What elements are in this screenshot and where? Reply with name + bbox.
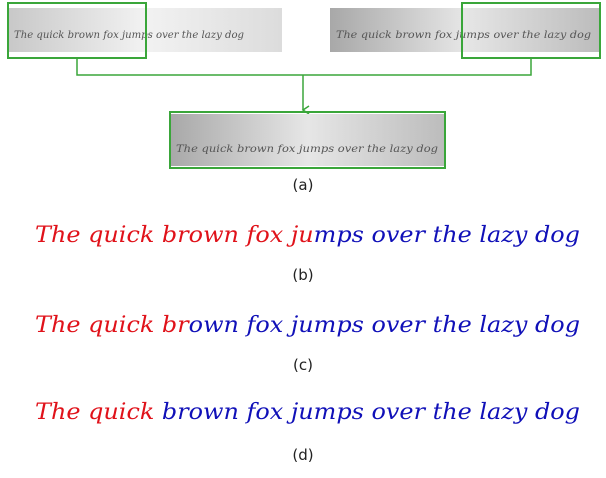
panel-label: (c)	[293, 356, 313, 374]
figure: The quick brown fox jumps over the lazy …	[0, 0, 606, 478]
merged-strip	[170, 114, 445, 166]
panel-label: (d)	[292, 446, 313, 464]
red-segment: The quick br	[35, 313, 190, 338]
right-strip-text: The quick brown fox jumps over the lazy …	[336, 30, 591, 41]
panel-label: (a)	[293, 176, 314, 194]
handwriting-line: The quick brown fox jumps over the lazy …	[35, 400, 580, 425]
blue-segment: own fox jumps over the lazy dog	[189, 313, 580, 338]
blue-segment: mps over the lazy dog	[314, 223, 580, 248]
panel-label: (b)	[292, 266, 313, 284]
left-strip-text: The quick brown fox jumps over the lazy …	[14, 30, 244, 41]
connector	[77, 58, 531, 75]
red-segment: The quick	[35, 400, 154, 425]
red-segment: The quick brown fox ju	[35, 223, 314, 248]
page: {"panel_a": {"left_strip_text": "The qui…	[0, 0, 606, 478]
merged-strip-text: The quick brown fox jumps over the lazy …	[176, 144, 438, 155]
blue-segment: brown fox jumps over the lazy dog	[154, 400, 580, 425]
